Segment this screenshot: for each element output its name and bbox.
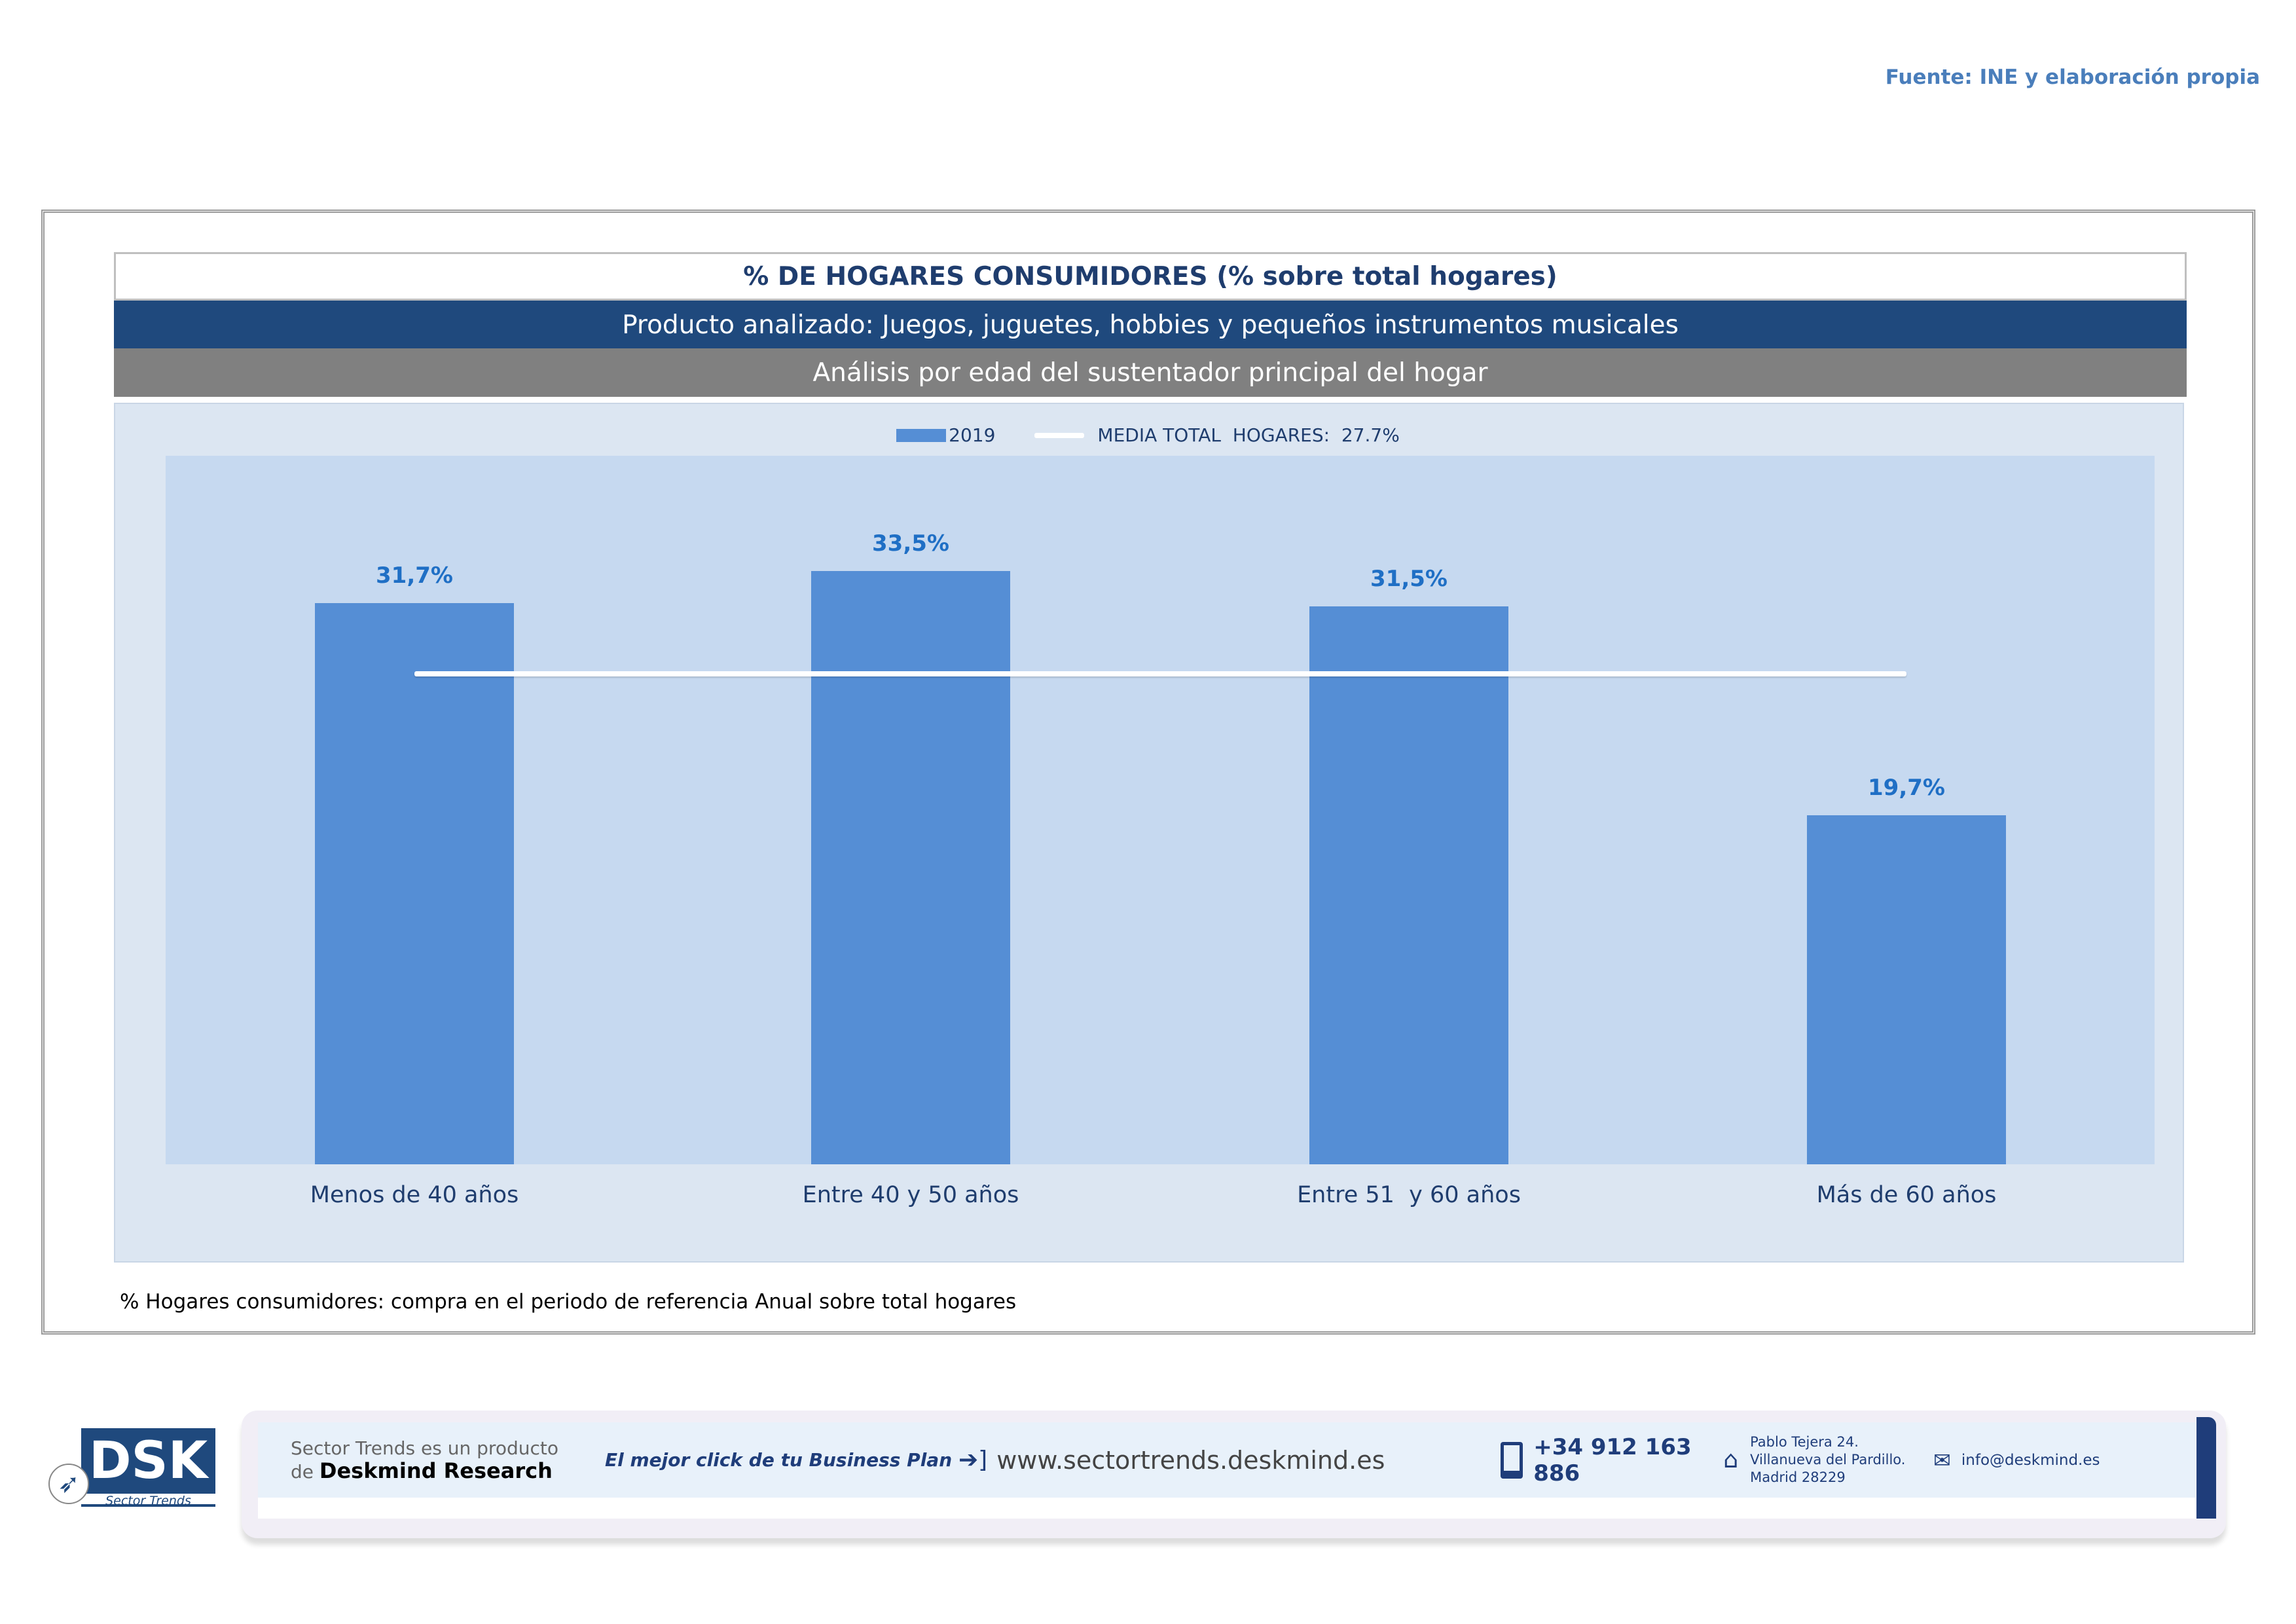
bar-3 bbox=[1807, 815, 2006, 1164]
footer-tagline: Sector Trends es un producto bbox=[291, 1437, 558, 1459]
data-label-3: 19,7% bbox=[1868, 775, 1945, 802]
legend-label-2019: 2019 bbox=[949, 424, 996, 446]
footer-address-1: Pablo Tejera 24. bbox=[1750, 1434, 1859, 1450]
product-band: Producto analizado: Juegos, juguetes, ho… bbox=[114, 301, 2187, 349]
footer-address-2: Villanueva del Pardillo. bbox=[1750, 1452, 1906, 1467]
data-label-0: 31,7% bbox=[376, 562, 453, 589]
phone-icon bbox=[1501, 1441, 1523, 1479]
legend-swatch-bar bbox=[896, 428, 947, 442]
footer-email[interactable]: info@deskmind.es bbox=[1961, 1451, 2100, 1469]
bar-1 bbox=[811, 570, 1010, 1164]
chart-title: % DE HOGARES CONSUMIDORES (% sobre total… bbox=[114, 252, 2187, 301]
footnote: % Hogares consumidores: compra en el per… bbox=[120, 1290, 1017, 1314]
chart-frame bbox=[41, 210, 2255, 1335]
bar-0 bbox=[315, 602, 514, 1164]
footer-website[interactable]: www.sectortrends.deskmind.es bbox=[996, 1445, 1385, 1475]
analysis-band: Análisis por edad del sustentador princi… bbox=[114, 348, 2187, 397]
home-icon: ⌂ bbox=[1723, 1447, 1739, 1473]
source-text: Fuente: INE y elaboración propia bbox=[1885, 65, 2260, 89]
footer-slogan: El mejor click de tu Business Plan bbox=[605, 1449, 953, 1471]
category-label-2: Entre 51 y 60 años bbox=[1297, 1182, 1521, 1208]
bar-2 bbox=[1309, 606, 1508, 1164]
category-label-0: Menos de 40 años bbox=[310, 1182, 519, 1208]
footer-accent bbox=[2196, 1417, 2216, 1519]
data-label-2: 31,5% bbox=[1370, 565, 1448, 592]
legend: 2019 MEDIA TOTAL HOGARES: 27.7% bbox=[0, 424, 2296, 446]
footer-de: de bbox=[291, 1460, 314, 1483]
dsk-logo: DSK Sector Trends ➶ bbox=[47, 1424, 217, 1508]
category-label-1: Entre 40 y 50 años bbox=[802, 1182, 1019, 1208]
footer-phone[interactable]: +34 912 163 886 bbox=[1533, 1433, 1692, 1486]
link-arrow-icon: ➔] bbox=[958, 1447, 988, 1473]
media-reference-line bbox=[414, 671, 1906, 676]
legend-label-media: MEDIA TOTAL HOGARES: 27.7% bbox=[1097, 424, 1400, 446]
category-label-3: Más de 60 años bbox=[1816, 1182, 1997, 1208]
footer-banner: Sector Trends es un producto de Deskmind… bbox=[242, 1411, 2226, 1538]
data-label-1: 33,5% bbox=[872, 530, 949, 557]
footer-address-3: Madrid 28229 bbox=[1750, 1469, 1846, 1485]
legend-swatch-line bbox=[1034, 432, 1085, 438]
mail-icon: ✉ bbox=[1933, 1447, 1951, 1473]
footer-company: Deskmind Research bbox=[319, 1458, 553, 1483]
